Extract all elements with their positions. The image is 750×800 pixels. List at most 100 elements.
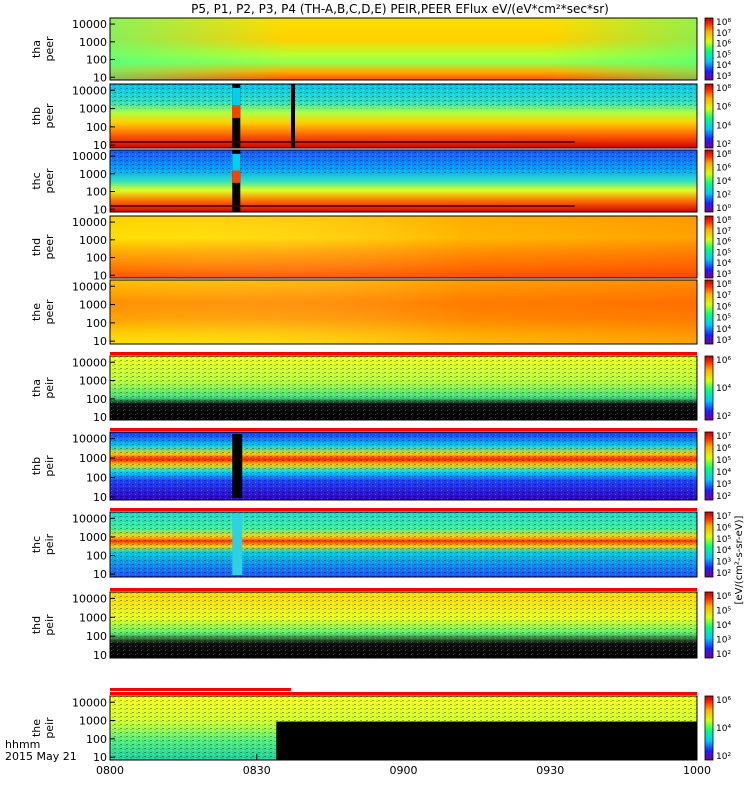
x-axis-date-label: 2015 May 21 (5, 750, 77, 763)
mode-bar-thb-peir (110, 428, 697, 431)
y-tick-label-thb-peer-100: 100 (86, 121, 107, 134)
panel-frame-thd-peer (109, 215, 698, 279)
y-tick-label-the-peer-1000: 1000 (79, 299, 107, 312)
panel-frame-tha-peer (109, 17, 698, 81)
colorbar-tick-thc-peer-2: 10⁴ (716, 177, 731, 187)
feature-noise-thc-peer (110, 150, 697, 174)
colorbar-tick-thb-peir-5: 10² (716, 492, 731, 502)
figure-title: P5, P1, P2, P3, P4 (TH-A,B,C,D,E) PEIR,P… (191, 2, 609, 16)
feature-noise-thd-peir (110, 592, 697, 658)
colorbar-tick-thb-peir-3: 10⁴ (716, 468, 731, 478)
y-tick-label-the-peir-10: 10 (93, 751, 107, 764)
panel-frame-thc-peer (109, 149, 698, 213)
panel-frame-thb-peir (109, 431, 698, 501)
y-tick-label-the-peir-10000: 10000 (72, 696, 107, 709)
colorbar-thb-peer (704, 83, 714, 149)
y-tick-label-tha-peir-10000: 10000 (72, 356, 107, 369)
colorbar-tick-the-peer-0: 10⁸ (716, 280, 731, 290)
colorbar-tick-thc-peir-2: 10⁵ (716, 535, 731, 545)
colorbar-tick-thc-peer-0: 10⁸ (716, 150, 731, 160)
x-tick-label-0830: 0830 (243, 764, 271, 777)
species-label-thd-peir: peir (43, 614, 56, 636)
data-gap-mid-thb-peer (232, 105, 241, 118)
colorbar-tick-thb-peir-1: 10⁶ (716, 444, 731, 454)
probe-label-the-peer: the (30, 303, 43, 321)
colorbar-tick-thd-peir-1: 10⁵ (716, 607, 731, 617)
y-tick-label-the-peer-10000: 10000 (72, 280, 107, 293)
colorbar-tick-thb-peir-2: 10⁵ (716, 456, 731, 466)
y-tick-label-tha-peer-10: 10 (93, 71, 107, 84)
colorbar-tick-thc-peer-4: 10⁰ (716, 204, 731, 214)
colorbar-tick-thd-peer-0: 10⁸ (716, 216, 731, 226)
colorbar-title: [eV/(cm²-s-sr-eV)] (734, 515, 745, 604)
colorbar-tick-the-peir-2: 10² (716, 752, 731, 762)
x-tick-label-0800: 0800 (96, 764, 124, 777)
colorbar-tick-the-peir-0: 10⁶ (716, 696, 731, 706)
colorbar-the-peer (704, 279, 714, 345)
colorbar-tick-the-peir-1: 10⁴ (716, 724, 731, 734)
panel-frame-the-peer (109, 279, 698, 345)
colorbar-unit-label: [eV/(cm²-s-sr-eV)] (734, 515, 745, 604)
y-tick-label-the-peer-100: 100 (86, 317, 107, 330)
colorbar-thc-peer (704, 149, 714, 213)
y-tick-label-the-peir-100: 100 (86, 733, 107, 746)
y-tick-label-thc-peer-10: 10 (93, 203, 107, 216)
panel-thb-peer: 10 100 1000 10000 thb peer 10⁸ 10⁶ 10⁴ 10² (30, 83, 731, 152)
chart-title: P5, P1, P2, P3, P4 (TH-A,B,C,D,E) PEIR,P… (191, 2, 609, 16)
species-label-thc-peir: peir (43, 533, 56, 555)
y-tick-label-thd-peer-1000: 1000 (79, 234, 107, 247)
colorbar-tick-tha-peir-1: 10⁴ (716, 384, 731, 394)
colorbar-tick-thd-peer-1: 10⁷ (716, 227, 731, 237)
y-tick-label-the-peer-10: 10 (93, 335, 107, 348)
mode-bar2-the-peir (110, 688, 291, 691)
x-tick-label-1000: 1000 (683, 764, 711, 777)
colorbar-thc-peir (704, 511, 714, 578)
colorbar-tick-thc-peir-0: 10⁷ (716, 512, 731, 522)
probe-label-thb-peir: thb (30, 457, 43, 475)
y-tick-label-thd-peir-1000: 1000 (79, 611, 107, 624)
panel-frame-thc-peir (109, 511, 698, 578)
mode-bar-thd-peir (110, 588, 697, 591)
data-gap-thb-peir (232, 434, 243, 498)
feature-warm-thd-peer (110, 216, 697, 278)
y-tick-label-thb-peer-10: 10 (93, 139, 107, 152)
colorbar-tick-thc-peir-5: 10² (716, 569, 731, 579)
y-tick-label-tha-peer-100: 100 (86, 54, 107, 67)
colorbar-tick-tha-peer-4: 10⁴ (716, 61, 731, 71)
y-tick-label-thc-peer-1000: 1000 (79, 168, 107, 181)
species-label-the-peir: peir (43, 717, 56, 739)
species-label-thd-peer: peer (43, 234, 56, 260)
data-gap-mid-thc-peer (232, 170, 241, 183)
x-tick-label-0930: 0930 (536, 764, 564, 777)
colorbar-tick-thd-peir-2: 10⁴ (716, 621, 731, 631)
colorbar-thd-peir (704, 591, 714, 659)
feature-noise-tha-peir (110, 356, 697, 420)
panel-frame-thd-peir (109, 591, 698, 659)
colorbar-the-peir (704, 695, 714, 761)
colorbar-tick-thd-peer-5: 10³ (716, 270, 731, 280)
y-tick-label-thc-peir-1000: 1000 (79, 531, 107, 544)
colorbar-tick-thd-peer-2: 10⁶ (716, 238, 731, 248)
panel-frame-tha-peir (109, 355, 698, 421)
panel-tha-peir: 10 100 1000 10000 tha peir 10⁶ 10⁴ 10² (30, 352, 731, 424)
colorbar-tick-thd-peer-4: 10⁴ (716, 259, 731, 269)
x-axis: hhmm 2015 May 21 0800 0830 0900 0930 1000 (5, 738, 711, 777)
data-gap-top-thc-peer (232, 154, 241, 173)
species-label-thb-peer: peer (43, 103, 56, 129)
y-tick-label-the-peir-1000: 1000 (79, 715, 107, 728)
colorbar-tick-tha-peer-3: 10⁵ (716, 50, 731, 60)
colorbar-tick-the-peer-2: 10⁶ (716, 302, 731, 312)
species-label-the-peer: peer (43, 299, 56, 325)
species-label-thb-peir: peir (43, 455, 56, 477)
y-tick-label-thd-peir-100: 100 (86, 630, 107, 643)
data-gap-thc-peir (232, 514, 243, 575)
y-tick-label-thc-peer-100: 100 (86, 186, 107, 199)
y-tick-label-tha-peir-1000: 1000 (79, 375, 107, 388)
colorbar-tick-thc-peir-3: 10⁴ (716, 546, 731, 556)
colorbar-tick-tha-peir-2: 10² (716, 412, 731, 422)
probe-label-thd-peer: thd (30, 238, 43, 256)
